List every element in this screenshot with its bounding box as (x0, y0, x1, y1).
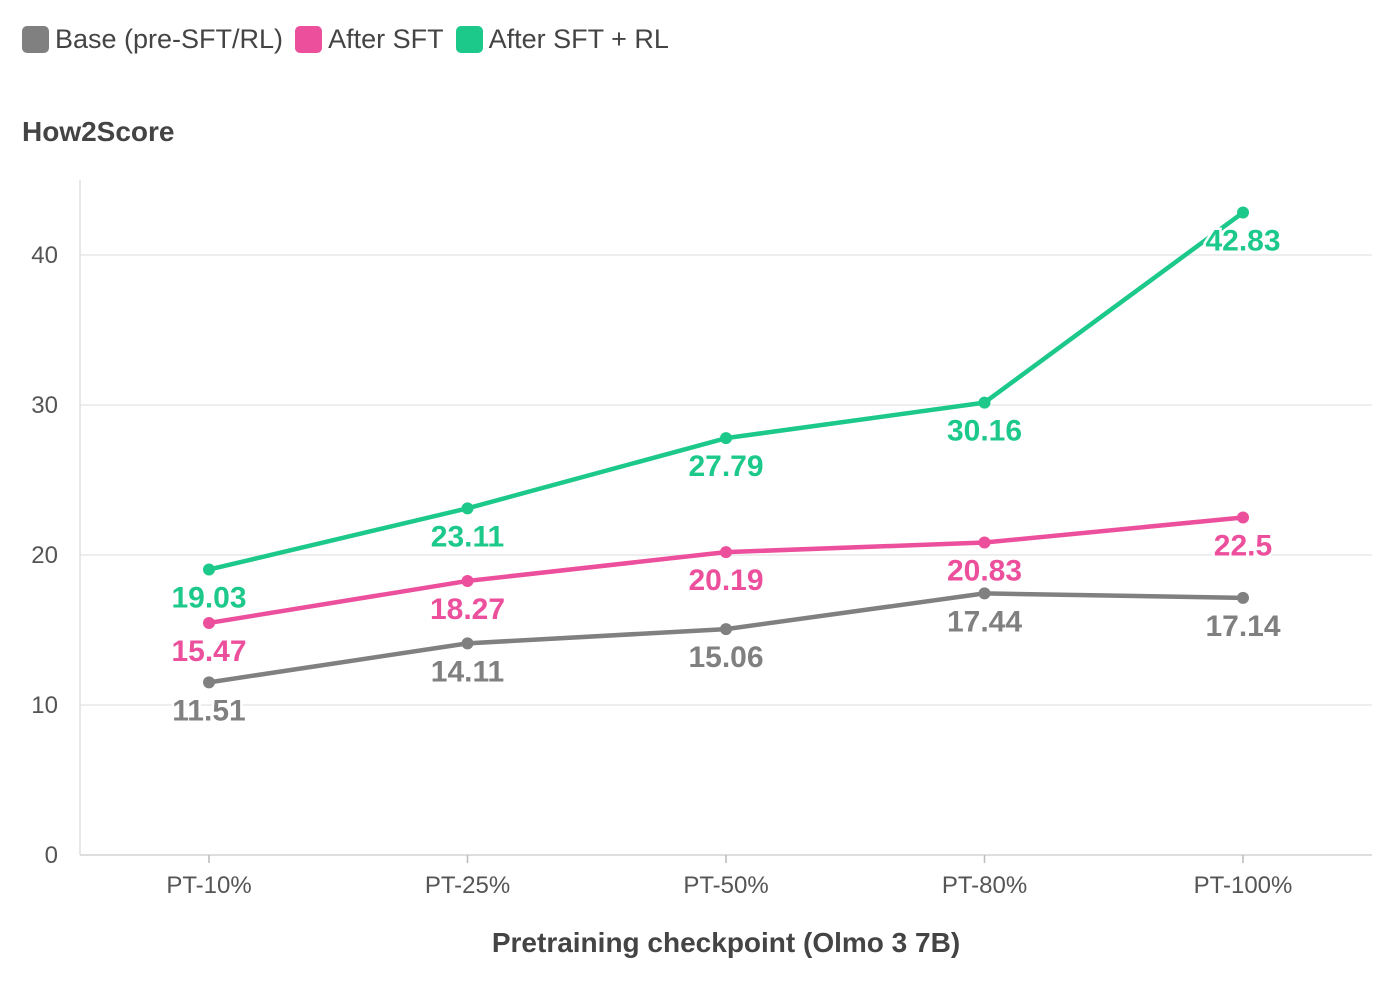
data-label-base-pre-sft-rl: 15.06 (688, 641, 763, 674)
legend: Base (pre-SFT/RL) After SFT After SFT + … (22, 24, 669, 55)
y-tick-label: 40 (31, 242, 58, 269)
series-lines (206, 210, 1246, 685)
data-label-base-pre-sft-rl: 14.11 (431, 655, 504, 688)
x-tick-label: PT-80% (942, 872, 1027, 899)
data-label-base-pre-sft-rl: 11.51 (172, 694, 245, 727)
gridlines (80, 254, 1372, 706)
data-label-after-sft: 22.5 (1214, 530, 1272, 563)
data-point-after-sft[interactable] (720, 546, 732, 559)
data-label-after-sft-rl: 19.03 (171, 582, 246, 615)
data-label-after-sft: 20.19 (688, 564, 763, 597)
data-point-after-sft-rl[interactable] (1237, 206, 1249, 219)
y-tick-label: 10 (31, 692, 58, 719)
data-point-base-pre-sft-rl[interactable] (203, 676, 215, 689)
series-points (203, 206, 1249, 689)
data-point-after-sft[interactable] (203, 616, 215, 629)
data-point-base-pre-sft-rl[interactable] (1237, 591, 1249, 604)
data-label-after-sft-rl: 42.83 (1205, 225, 1280, 258)
data-point-after-sft[interactable] (978, 536, 991, 549)
legend-swatch-base (22, 26, 49, 53)
x-axis-title: Pretraining checkpoint (Olmo 3 7B) (492, 927, 960, 958)
data-label-base-pre-sft-rl: 17.14 (1205, 610, 1280, 643)
data-point-base-pre-sft-rl[interactable] (978, 587, 991, 600)
legend-label-base: Base (pre-SFT/RL) (55, 24, 284, 54)
data-point-after-sft-rl[interactable] (978, 396, 991, 409)
legend-item-base[interactable]: Base (pre-SFT/RL) (22, 24, 283, 55)
data-point-base-pre-sft-rl[interactable] (720, 623, 732, 636)
x-tick-label: PT-50% (683, 872, 768, 899)
y-tick-label: 30 (31, 392, 58, 419)
y-tick-label: 20 (31, 542, 58, 569)
data-label-after-sft: 15.47 (171, 635, 246, 668)
data-labels: 11.51 14.11 15.06 17.44 17.14 15.47 18.27 20.19… (169, 222, 1283, 730)
x-tick-label: PT-100% (1194, 872, 1293, 899)
data-label-after-sft-rl: 23.11 (431, 520, 504, 553)
x-tick-label: PT-10% (166, 872, 251, 899)
legend-item-after-sft-rl[interactable]: After SFT + RL (455, 24, 669, 55)
x-tick-label: PT-25% (425, 872, 510, 899)
data-point-base-pre-sft-rl[interactable] (461, 637, 474, 650)
data-label-after-sft: 20.83 (947, 555, 1022, 588)
legend-swatch-after-sft-rl (455, 26, 483, 53)
data-point-after-sft-rl[interactable] (720, 432, 732, 445)
axes: 0 10 20 30 40 PT-10% PT-25% PT-50% PT-80% PT-100% (31, 180, 1372, 899)
data-point-after-sft[interactable] (461, 574, 474, 587)
series-line-after-sft-rl (206, 210, 1246, 572)
legend-item-after-sft[interactable]: After SFT (295, 24, 444, 55)
legend-label-after-sft: After SFT (328, 24, 444, 54)
legend-label-after-sft-rl: After SFT + RL (488, 24, 669, 54)
legend-swatch-after-sft (295, 26, 323, 53)
data-label-base-pre-sft-rl: 17.44 (947, 605, 1022, 638)
y-axis-title: How2Score (22, 116, 175, 147)
data-point-after-sft[interactable] (1237, 511, 1249, 524)
data-label-after-sft-rl: 30.16 (947, 415, 1022, 448)
data-label-after-sft-rl: 27.79 (688, 450, 763, 483)
data-point-after-sft-rl[interactable] (203, 563, 215, 576)
data-label-after-sft: 18.27 (430, 593, 505, 626)
data-point-after-sft-rl[interactable] (461, 502, 474, 515)
y-tick-label: 0 (45, 842, 58, 869)
